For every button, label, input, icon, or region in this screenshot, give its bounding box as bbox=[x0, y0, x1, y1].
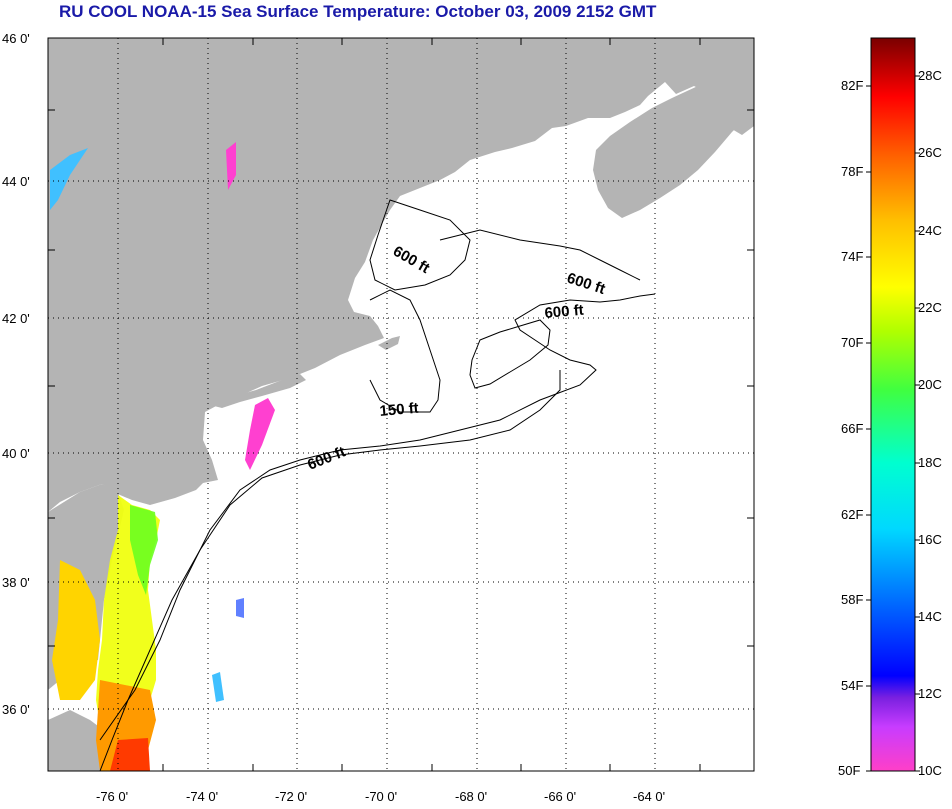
colorbar-f-78: 78F bbox=[841, 164, 864, 179]
sst-chesapeake-bay bbox=[52, 560, 100, 700]
contour-label-georges-bank: 600 ft bbox=[544, 302, 585, 322]
grid-lines bbox=[48, 38, 754, 771]
colorbar-f-82: 82F bbox=[841, 78, 864, 93]
colorbar-f-54: 54F bbox=[841, 678, 864, 693]
colorbar-gradient bbox=[870, 37, 916, 772]
colorbar-c-10: 10C bbox=[918, 763, 942, 778]
lat-label-36: 36 0' bbox=[2, 702, 30, 717]
colorbar-f-66: 66F bbox=[841, 421, 864, 436]
contour-label-150ft: 150 ft bbox=[379, 400, 420, 420]
sst-gom-patch bbox=[226, 142, 236, 190]
colorbar-f-50: 50F bbox=[838, 763, 861, 778]
colorbar-c-26: 26C bbox=[918, 145, 942, 160]
sst-green-band bbox=[130, 505, 158, 595]
sst-hot-south bbox=[110, 738, 150, 771]
cape-cod bbox=[378, 336, 400, 350]
lon-label-72: -72 0' bbox=[275, 789, 308, 804]
map-frame bbox=[47, 37, 755, 772]
lon-label-76: -76 0' bbox=[96, 789, 129, 804]
bathymetry-contours bbox=[99, 199, 656, 772]
sst-offshore-patch-2 bbox=[212, 672, 224, 702]
lat-label-46: 46 0' bbox=[2, 31, 30, 46]
colorbar-c-24: 24C bbox=[918, 223, 942, 238]
sst-offshore-patch-1 bbox=[236, 598, 244, 618]
colorbar-c-16: 16C bbox=[918, 532, 942, 547]
colorbar-f-58: 58F bbox=[841, 592, 864, 607]
lon-label-68: -68 0' bbox=[455, 789, 488, 804]
long-island bbox=[210, 374, 306, 408]
northeast-landmass bbox=[48, 38, 754, 512]
colorbar-c-22: 22C bbox=[918, 300, 942, 315]
frame-ticks bbox=[48, 38, 754, 771]
lon-label-64: -64 0' bbox=[633, 789, 666, 804]
land-and-sst-layer bbox=[48, 38, 754, 771]
sst-maine-patch bbox=[50, 148, 88, 210]
colorbar-c-14: 14C bbox=[918, 609, 942, 624]
lon-label-66: -66 0' bbox=[544, 789, 577, 804]
colorbar-c-18: 18C bbox=[918, 455, 942, 470]
nova-scotia bbox=[593, 82, 746, 218]
map-title: RU COOL NOAA-15 Sea Surface Temperature:… bbox=[59, 2, 657, 21]
lat-label-38: 38 0' bbox=[2, 575, 30, 590]
lon-label-74: -74 0' bbox=[186, 789, 219, 804]
colorbar-ticks bbox=[866, 75, 920, 772]
colorbar-f-70: 70F bbox=[841, 335, 864, 350]
sst-nj-patches bbox=[245, 398, 275, 470]
lat-label-40: 40 0' bbox=[2, 446, 30, 461]
colorbar-c-20: 20C bbox=[918, 377, 942, 392]
lon-label-70: -70 0' bbox=[365, 789, 398, 804]
colorbar-c-28: 28C bbox=[918, 68, 942, 83]
lat-label-44: 44 0' bbox=[2, 174, 30, 189]
colorbar-f-62: 62F bbox=[841, 507, 864, 522]
colorbar-c-12: 12C bbox=[918, 686, 942, 701]
lat-label-42: 42 0' bbox=[2, 311, 30, 326]
colorbar-f-74: 74F bbox=[841, 249, 864, 264]
